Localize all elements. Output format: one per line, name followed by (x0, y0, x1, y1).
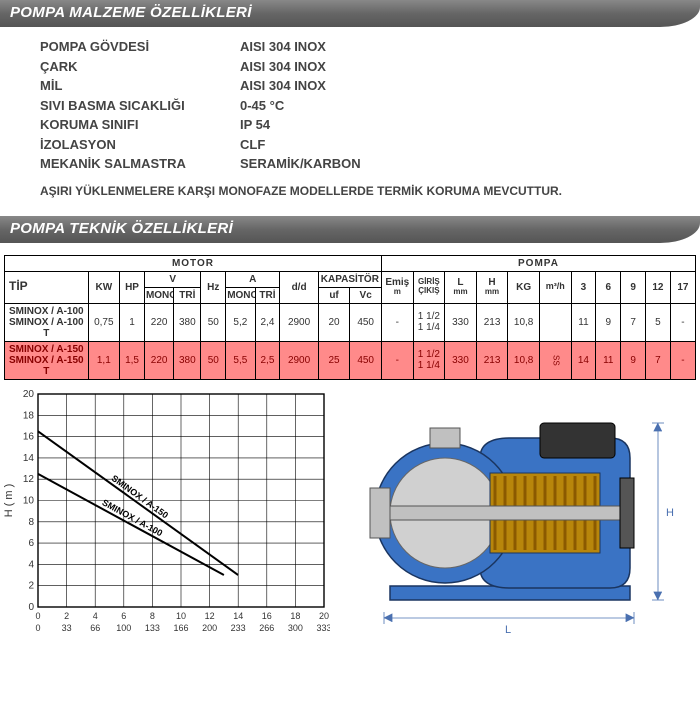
svg-text:0: 0 (35, 611, 40, 621)
col-kap: KAPASİTÖR (318, 271, 381, 287)
svg-text:4: 4 (93, 611, 98, 621)
svg-text:133: 133 (145, 623, 160, 633)
col-a-tri: TRİ (255, 287, 280, 303)
svg-text:10: 10 (176, 611, 186, 621)
section-banner-tech: POMPA TEKNİK ÖZELLİKLERİ (0, 216, 700, 243)
svg-text:16: 16 (23, 431, 35, 442)
group-pompa: POMPA (381, 255, 695, 271)
material-row: POMPA GÖVDESİAISI 304 INOX (40, 37, 660, 57)
col-v-tri: TRİ (174, 287, 201, 303)
col-v-mono: MONO (144, 287, 173, 303)
col-giris: GİRİŞ ÇIKIŞ (413, 271, 445, 303)
material-row: SIVI BASMA SICAKLIĞI0-45 °C (40, 96, 660, 116)
svg-text:300: 300 (288, 623, 303, 633)
svg-text:16: 16 (262, 611, 272, 621)
svg-text:0: 0 (35, 623, 40, 633)
header-row-groups: MOTOR POMPA (5, 255, 696, 271)
svg-text:18: 18 (23, 410, 35, 421)
svg-text:33: 33 (62, 623, 72, 633)
dim-H-label: H (666, 507, 674, 519)
header-row-cols: TİP KW HP V Hz A d/d KAPASİTÖR Emişm GİR… (5, 271, 696, 287)
performance-chart: 0246810121416182000233466610081331016612… (0, 388, 330, 638)
pump-diagram: H L (340, 388, 690, 638)
dim-L-label: L (505, 624, 511, 636)
svg-text:10: 10 (23, 495, 35, 506)
col-dd: d/d (280, 271, 318, 303)
col-9: 9 (621, 271, 646, 303)
col-hz: Hz (201, 271, 226, 303)
svg-text:6: 6 (28, 538, 34, 549)
svg-text:333: 333 (316, 623, 330, 633)
col-tip: TİP (5, 271, 89, 303)
material-row: MEKANİK SALMASTRASERAMİK/KARBON (40, 154, 660, 174)
svg-text:266: 266 (259, 623, 274, 633)
spec-table: MOTOR POMPA TİP KW HP V Hz A d/d KAPASİT… (4, 255, 696, 380)
svg-text:233: 233 (231, 623, 246, 633)
group-motor: MOTOR (5, 255, 382, 271)
svg-text:12: 12 (23, 474, 35, 485)
col-H: Hmm (476, 271, 508, 303)
table-row: SMINOX / A-150SMINOX / A-150 T1,11,52203… (5, 341, 696, 379)
section-banner-materials: POMPA MALZEME ÖZELLİKLERİ (0, 0, 700, 27)
svg-text:200: 200 (202, 623, 217, 633)
material-row: ÇARKAISI 304 INOX (40, 57, 660, 77)
svg-text:20: 20 (23, 389, 35, 400)
col-6: 6 (596, 271, 621, 303)
col-hp: HP (120, 271, 145, 303)
svg-text:166: 166 (173, 623, 188, 633)
col-L: Lmm (445, 271, 477, 303)
tech-container: MOTOR POMPA TİP KW HP V Hz A d/d KAPASİT… (0, 253, 700, 382)
svg-text:0: 0 (28, 602, 34, 613)
bottom-area: 0246810121416182000233466610081331016612… (0, 388, 700, 638)
warning-note: AŞIRI YÜKLENMELERE KARŞI MONOFAZE MODELL… (40, 184, 660, 198)
material-row: MİLAISI 304 INOX (40, 76, 660, 96)
col-kg: KG (508, 271, 540, 303)
col-17: 17 (670, 271, 695, 303)
col-a: A (226, 271, 280, 287)
pump-svg: H L (340, 388, 690, 638)
col-12: 12 (646, 271, 671, 303)
materials-table: POMPA GÖVDESİAISI 304 INOX ÇARKAISI 304 … (40, 37, 660, 174)
col-v: V (144, 271, 200, 287)
svg-text:14: 14 (233, 611, 243, 621)
svg-text:8: 8 (28, 516, 34, 527)
svg-text:6: 6 (121, 611, 126, 621)
svg-text:100: 100 (116, 623, 131, 633)
col-a-mono: MONO (226, 287, 255, 303)
svg-text:8: 8 (150, 611, 155, 621)
material-row: İZOLASYONCLF (40, 135, 660, 155)
svg-text:2: 2 (64, 611, 69, 621)
col-emis: Emişm (381, 271, 413, 303)
table-row: SMINOX / A-100SMINOX / A-100 T0,75122038… (5, 303, 696, 341)
section-title: POMPA MALZEME ÖZELLİKLERİ (10, 4, 252, 21)
svg-text:18: 18 (290, 611, 300, 621)
svg-text:66: 66 (90, 623, 100, 633)
svg-text:2: 2 (28, 580, 34, 591)
section-title: POMPA TEKNİK ÖZELLİKLERİ (10, 220, 233, 237)
svg-text:12: 12 (205, 611, 215, 621)
col-kap-uf: uf (318, 287, 350, 303)
material-row: KORUMA SINIFIIP 54 (40, 115, 660, 135)
col-kw: KW (88, 271, 120, 303)
svg-text:20: 20 (319, 611, 329, 621)
svg-text:4: 4 (28, 559, 34, 570)
svg-text:14: 14 (23, 452, 35, 463)
col-3: 3 (571, 271, 596, 303)
col-kap-vc: Vc (350, 287, 382, 303)
col-m3h: m³/h (539, 271, 571, 303)
svg-text:H ( m ): H ( m ) (3, 483, 15, 517)
chart-svg: 0246810121416182000233466610081331016612… (0, 388, 330, 643)
